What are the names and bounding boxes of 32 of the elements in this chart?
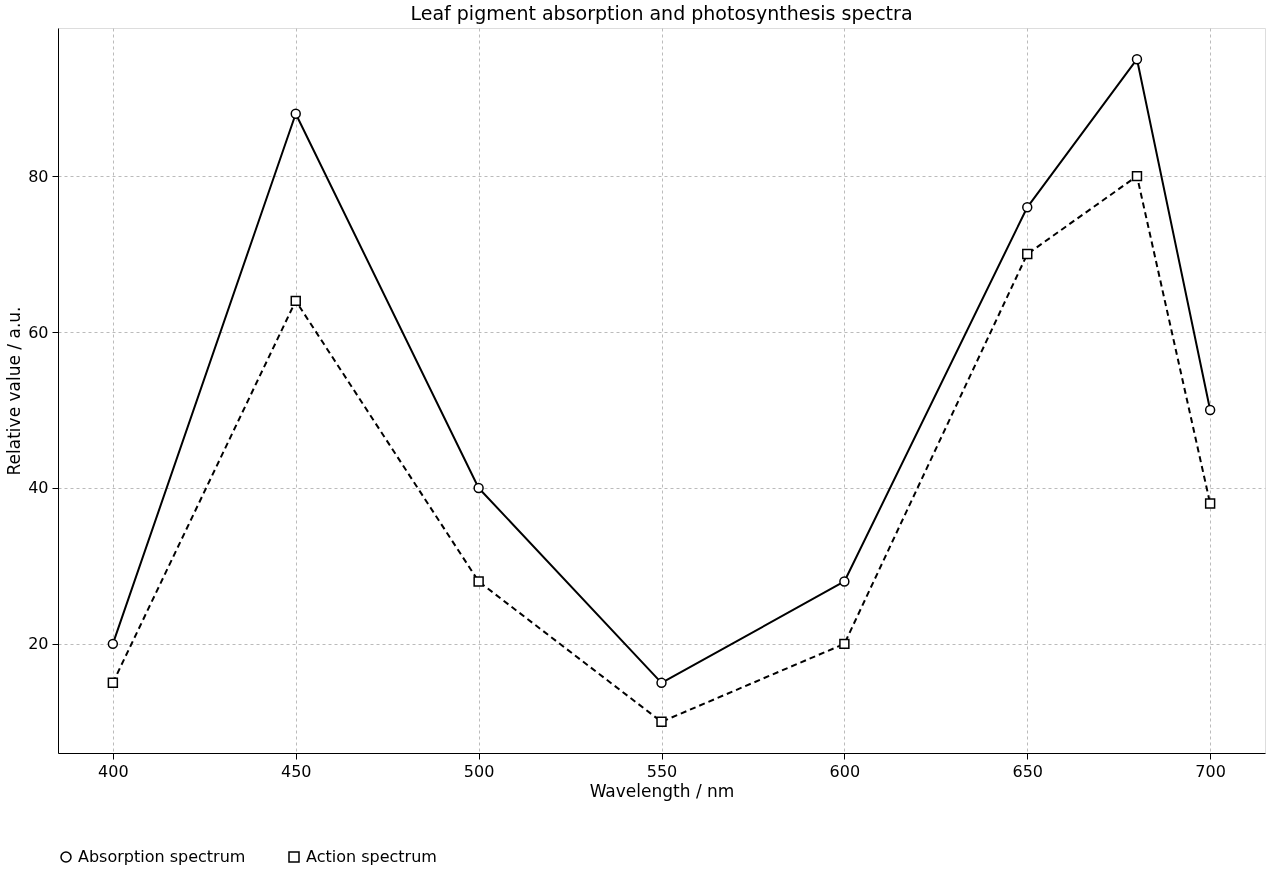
- x-tick-label: 400: [98, 761, 129, 781]
- point: [1022, 202, 1033, 213]
- point: [107, 677, 119, 689]
- point: [1204, 404, 1216, 416]
- point: [473, 482, 484, 494]
- point: [290, 108, 301, 119]
- x-tick-label: 650: [1012, 761, 1044, 781]
- y-axis-title: Relative value / a.u.: [4, 306, 25, 476]
- x-tick-label: 600: [829, 761, 861, 781]
- point: [1204, 498, 1216, 509]
- point: [290, 295, 301, 307]
- point: [473, 576, 484, 587]
- y-tick-label: 40: [28, 478, 49, 498]
- chart-title: Leaf pigment absorption and photosynthesis spectra: [410, 2, 913, 24]
- x-tick-label: 700: [1195, 761, 1226, 781]
- point: [107, 638, 119, 650]
- legend-label: Action spectrum: [306, 847, 437, 866]
- point: [1022, 248, 1033, 260]
- point: [1131, 53, 1143, 65]
- x-tick-label: 500: [463, 761, 495, 781]
- point: [656, 716, 667, 728]
- y-tick-label: 20: [28, 634, 49, 654]
- point: [1131, 170, 1143, 182]
- point: [839, 576, 850, 587]
- legend-label: Absorption spectrum: [78, 847, 246, 866]
- x-tick-label: 450: [280, 761, 312, 781]
- point: [839, 638, 850, 650]
- y-tick-label: 60: [28, 322, 49, 342]
- x-tick-label: 550: [646, 761, 678, 781]
- y-tick-label: 80: [28, 166, 49, 186]
- x-axis-title: Wavelength / nm: [589, 780, 735, 801]
- point: [656, 677, 667, 689]
